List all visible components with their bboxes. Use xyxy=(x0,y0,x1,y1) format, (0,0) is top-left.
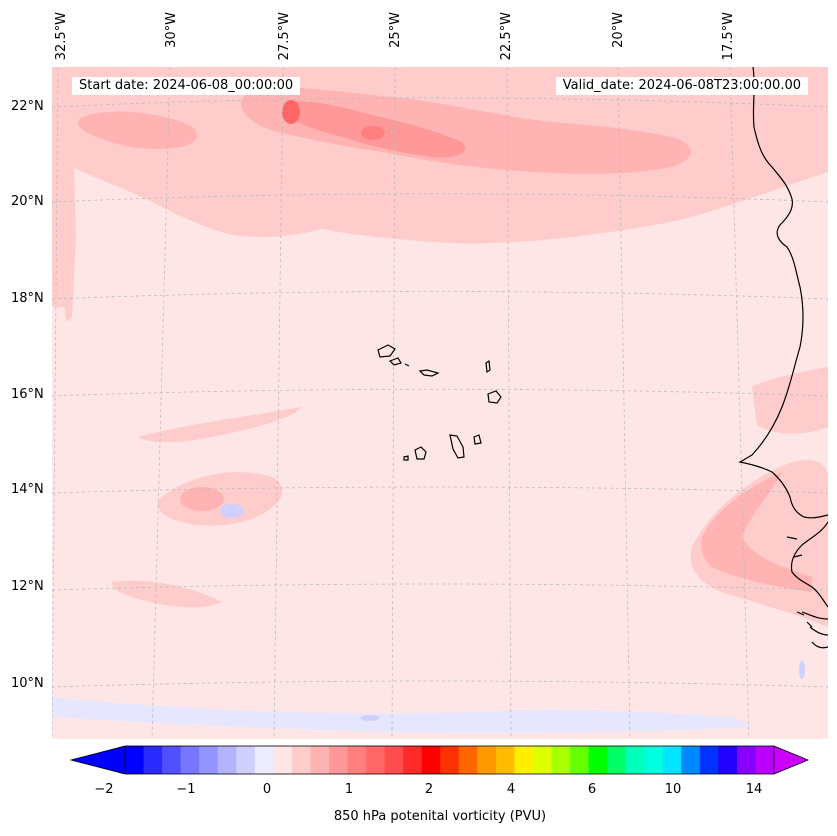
cape-verde-islands xyxy=(377,344,502,461)
colorbar-extend-high xyxy=(774,746,808,774)
pv-contour-red-core-2 xyxy=(361,126,385,140)
pv-contour-blue-east xyxy=(799,661,805,679)
colorbar-cell xyxy=(236,746,256,774)
colorbar-tick-14: 14 xyxy=(745,782,763,797)
map-panel xyxy=(52,67,828,739)
colorbar-cell xyxy=(199,746,219,774)
colorbar xyxy=(70,745,810,775)
island-sal xyxy=(485,359,491,374)
pv-contour-eddy-core xyxy=(180,487,224,511)
pv-contour-blue-south xyxy=(52,697,752,733)
colorbar-cell xyxy=(570,746,590,774)
colorbar-tick-minus2: −2 xyxy=(94,782,114,797)
colorbar-cell xyxy=(625,746,645,774)
island-sao-nicolau xyxy=(418,369,440,377)
colorbar-cell xyxy=(736,746,756,774)
colorbar-cell xyxy=(180,746,200,774)
island-santiago xyxy=(449,434,465,459)
colorbar-cell xyxy=(458,746,478,774)
lat-label-12n: 12°N xyxy=(11,579,44,594)
island-fogo xyxy=(414,446,427,460)
colorbar-cell xyxy=(143,746,163,774)
colorbar-cell xyxy=(514,746,534,774)
colorbar-tick-2: 2 xyxy=(424,782,434,797)
colorbar-cell xyxy=(718,746,738,774)
pv-contour-blue-small xyxy=(360,715,380,721)
colorbar-cells xyxy=(71,746,808,774)
lon-label-17-5w: 17.5°W xyxy=(721,12,736,61)
lon-label-25w: 25°W xyxy=(388,12,403,48)
colorbar-cell xyxy=(681,746,701,774)
colorbar-tick-1: 1 xyxy=(344,782,354,797)
island-sao-vicente xyxy=(388,357,402,366)
island-santo-antao xyxy=(377,344,396,358)
pv-contour-red-core-1 xyxy=(282,100,300,124)
island-santa-luzia xyxy=(404,363,410,367)
colorbar-cell xyxy=(310,746,330,774)
colorbar-cell xyxy=(477,746,497,774)
lon-label-27-5w: 27.5°W xyxy=(277,12,292,61)
colorbar-cell xyxy=(699,746,719,774)
colorbar-cell xyxy=(366,746,386,774)
island-brava xyxy=(403,455,409,461)
lon-label-22-5w: 22.5°W xyxy=(499,12,514,61)
africa-coastline xyxy=(738,67,828,519)
colorbar-cell xyxy=(217,746,237,774)
pv-contour-north-core-2 xyxy=(78,111,197,150)
pv-contour-west-streak xyxy=(52,167,76,322)
colorbar-title: 850 hPa potenital vorticity (PVU) xyxy=(333,809,547,824)
lat-label-22n: 22°N xyxy=(11,99,44,114)
start-date-label: Start date: 2024-06-08_00:00:00 xyxy=(72,77,301,95)
pv-contour-north-core xyxy=(241,86,691,174)
colorbar-cell xyxy=(347,746,367,774)
colorbar-cell xyxy=(384,746,404,774)
lat-label-18n: 18°N xyxy=(11,291,44,306)
pv-contour-north-band xyxy=(52,67,828,307)
colorbar-cell xyxy=(403,746,423,774)
colorbar-cell xyxy=(532,746,552,774)
pv-contour-eddy-blue xyxy=(220,504,244,518)
lat-label-10n: 10°N xyxy=(11,676,44,691)
graticule xyxy=(52,67,828,739)
colorbar-cell xyxy=(328,746,349,774)
colorbar-cell xyxy=(162,746,182,774)
lat-label-16n: 16°N xyxy=(11,387,44,402)
colorbar-cell xyxy=(440,746,460,774)
colorbar-cell xyxy=(644,746,664,774)
colorbar-tick-6: 6 xyxy=(587,782,597,797)
island-boa-vista xyxy=(487,390,502,404)
lat-label-20n: 20°N xyxy=(11,194,44,209)
colorbar-cell xyxy=(755,746,775,774)
colorbar-tick-10: 10 xyxy=(664,782,682,797)
pv-contour-streak-16n xyxy=(137,407,302,443)
island-maio xyxy=(473,434,482,445)
lon-label-30w: 30°W xyxy=(164,12,179,48)
colorbar-cell xyxy=(254,746,274,774)
colorbar-cell xyxy=(551,746,571,774)
colorbar-cell xyxy=(421,746,441,774)
valid-date-label: Valid_date: 2024-06-08T23:00:00.00 xyxy=(555,77,808,95)
colorbar-cell xyxy=(125,746,145,774)
colorbar-cell xyxy=(291,746,311,774)
colorbar-cell xyxy=(273,746,293,774)
colorbar-cell xyxy=(662,746,682,774)
colorbar-cell xyxy=(607,746,627,774)
lon-label-32-5w: 32.5°W xyxy=(54,12,69,61)
colorbar-cell xyxy=(495,746,515,774)
pv-contour-streak-12n xyxy=(111,580,222,608)
colorbar-tick-minus1: −1 xyxy=(176,782,196,797)
colorbar-tick-4: 4 xyxy=(506,782,516,797)
africa-coastline-south xyxy=(786,521,828,649)
pv-contour-coastal-core xyxy=(701,472,812,592)
colorbar-extend-low xyxy=(71,746,125,774)
lon-label-20w: 20°W xyxy=(611,12,626,48)
colorbar-tick-0: 0 xyxy=(262,782,272,797)
lat-label-14n: 14°N xyxy=(11,482,44,497)
colorbar-cell xyxy=(588,746,608,774)
pv-contour-streak-east-mid xyxy=(752,367,828,434)
